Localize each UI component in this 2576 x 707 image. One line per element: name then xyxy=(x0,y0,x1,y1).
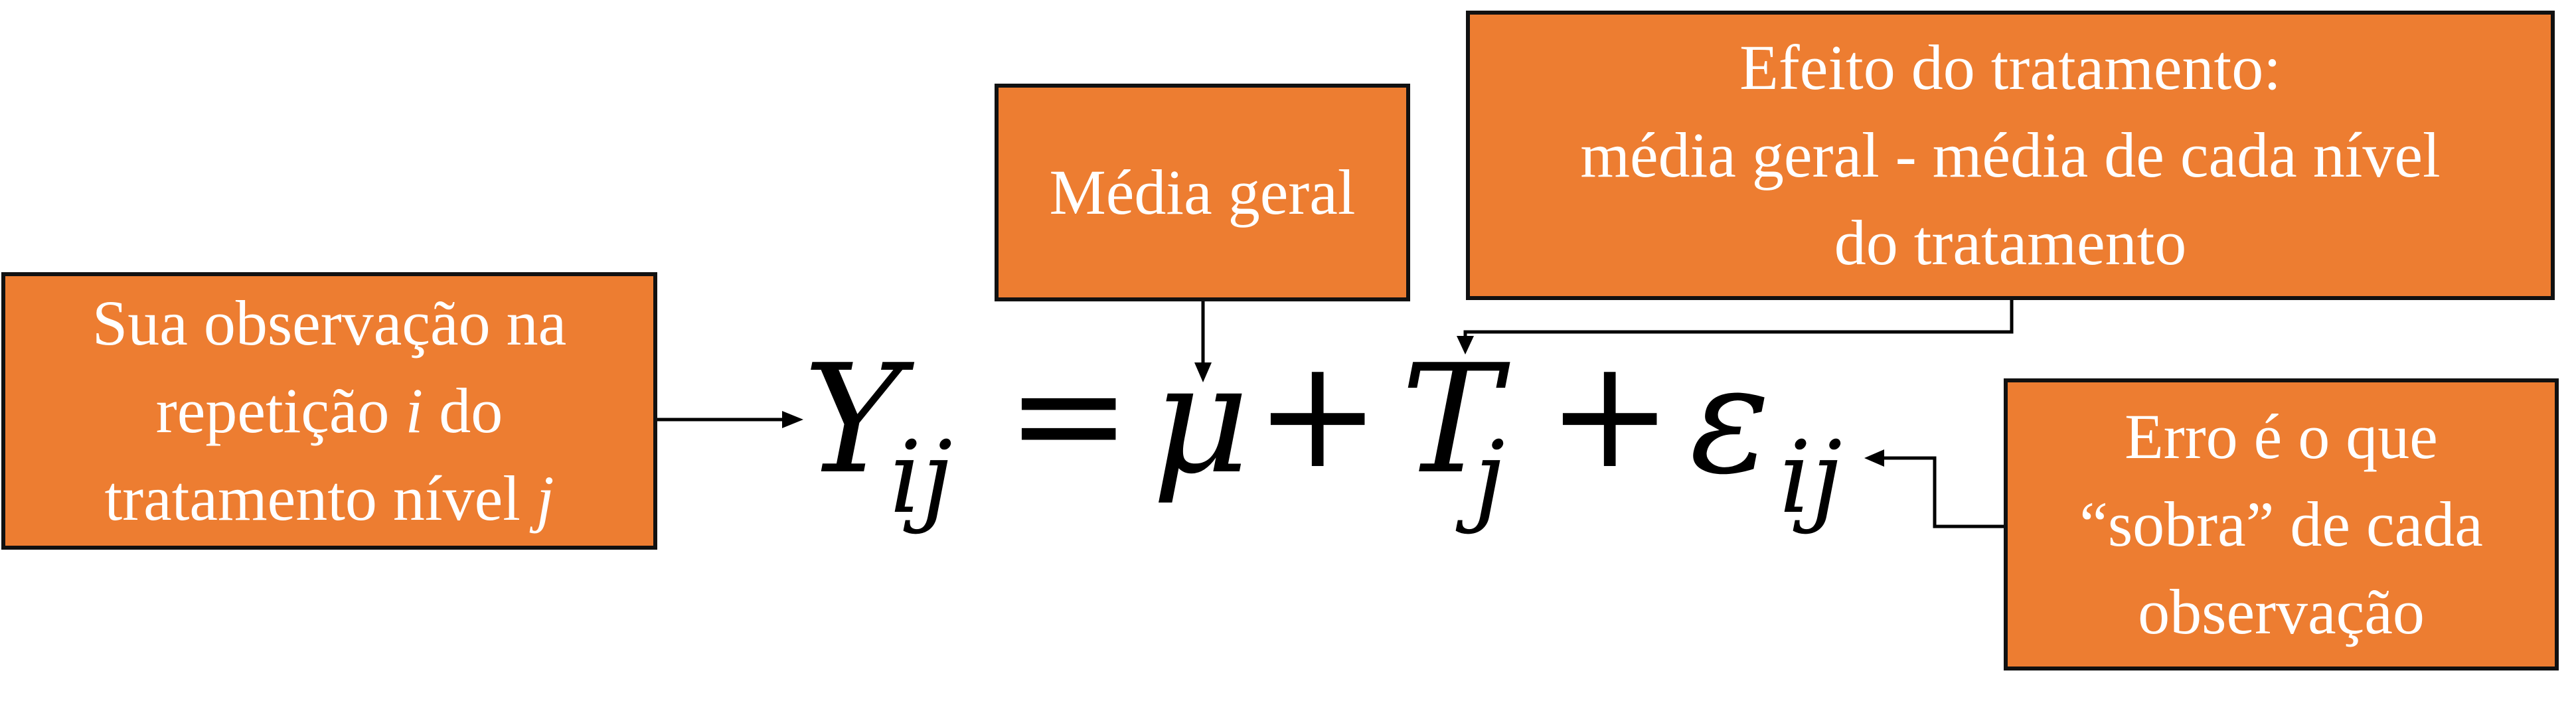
treatment-effect-box: Efeito do tratamento: média geral - médi… xyxy=(1466,11,2555,300)
equation-Y-subscript: ij xyxy=(890,420,953,536)
equation-epsilon: ε xyxy=(1690,333,1771,507)
equation-plus-1: + xyxy=(1255,327,1381,502)
error-box: Erro é o que “sobra” de cada observação xyxy=(2004,378,2559,670)
observation-line-1: Sua observação na xyxy=(92,287,567,358)
error-line-1: Erro é o que xyxy=(2125,401,2438,472)
arrowhead-T xyxy=(1457,336,1474,354)
observation-line-3: tratamento nível j xyxy=(104,463,554,534)
equation-epsilon-subscript: ij xyxy=(1779,420,1842,536)
index-i: i xyxy=(405,375,424,446)
arrowhead-epsilon xyxy=(1864,449,1884,467)
grand-mean-label: Média geral xyxy=(1049,157,1356,228)
arrow-treatment-to-T xyxy=(1463,300,2014,337)
arrowhead-Y xyxy=(782,411,803,428)
equation-equals: = xyxy=(1006,327,1132,502)
observation-box: Sua observação na repetição i do tratame… xyxy=(1,272,657,550)
arrowhead-mu xyxy=(1194,362,1212,382)
arrow-error-to-epsilon xyxy=(1883,456,2004,528)
treatment-effect-line-3: do tratamento xyxy=(1834,207,2187,278)
equation-Y: Y xyxy=(803,333,903,507)
equation-T-subscript: j xyxy=(1474,420,1505,536)
treatment-effect-line-2: média geral - média de cada nível xyxy=(1580,119,2441,191)
equation-plus-2: + xyxy=(1547,327,1673,502)
error-line-3: observação xyxy=(2138,576,2425,647)
error-line-2: “sobra” de cada xyxy=(2079,489,2483,560)
index-j: j xyxy=(536,463,554,534)
treatment-effect-line-1: Efeito do tratamento: xyxy=(1739,32,2281,103)
grand-mean-box: Média geral xyxy=(995,84,1410,301)
equation-T: T xyxy=(1401,333,1501,507)
observation-line-2: repetição i do xyxy=(155,375,503,446)
